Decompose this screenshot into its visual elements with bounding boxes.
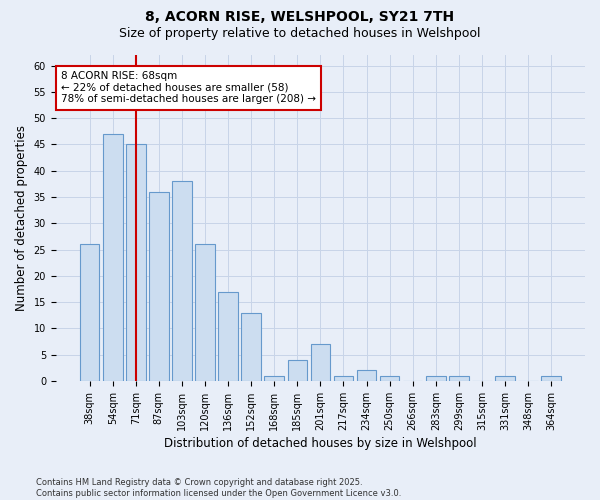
Y-axis label: Number of detached properties: Number of detached properties xyxy=(15,125,28,311)
Bar xyxy=(80,244,100,381)
Bar xyxy=(218,292,238,381)
Bar xyxy=(103,134,122,381)
Text: 8 ACORN RISE: 68sqm
← 22% of detached houses are smaller (58)
78% of semi-detach: 8 ACORN RISE: 68sqm ← 22% of detached ho… xyxy=(61,72,316,104)
Bar xyxy=(311,344,330,381)
Bar xyxy=(426,376,446,381)
Bar xyxy=(126,144,146,381)
Bar xyxy=(241,312,261,381)
Bar xyxy=(449,376,469,381)
Bar xyxy=(495,376,515,381)
X-axis label: Distribution of detached houses by size in Welshpool: Distribution of detached houses by size … xyxy=(164,437,477,450)
Bar xyxy=(172,181,192,381)
Text: Size of property relative to detached houses in Welshpool: Size of property relative to detached ho… xyxy=(119,28,481,40)
Bar xyxy=(265,376,284,381)
Bar xyxy=(149,192,169,381)
Bar xyxy=(380,376,400,381)
Bar xyxy=(357,370,376,381)
Bar xyxy=(287,360,307,381)
Text: Contains HM Land Registry data © Crown copyright and database right 2025.
Contai: Contains HM Land Registry data © Crown c… xyxy=(36,478,401,498)
Bar xyxy=(334,376,353,381)
Bar xyxy=(195,244,215,381)
Bar xyxy=(541,376,561,381)
Text: 8, ACORN RISE, WELSHPOOL, SY21 7TH: 8, ACORN RISE, WELSHPOOL, SY21 7TH xyxy=(145,10,455,24)
